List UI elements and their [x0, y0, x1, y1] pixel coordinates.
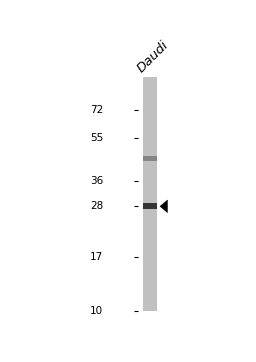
Text: 10: 10 [90, 306, 103, 316]
Text: 17: 17 [90, 252, 103, 262]
Bar [143, 156, 157, 161]
Text: 72: 72 [90, 105, 103, 115]
Text: 28: 28 [90, 201, 103, 211]
Bar [143, 77, 157, 311]
Text: Daudi: Daudi [135, 39, 172, 76]
Polygon shape [160, 200, 167, 213]
Text: 36: 36 [90, 176, 103, 186]
Bar [143, 203, 157, 209]
Text: 55: 55 [90, 133, 103, 143]
